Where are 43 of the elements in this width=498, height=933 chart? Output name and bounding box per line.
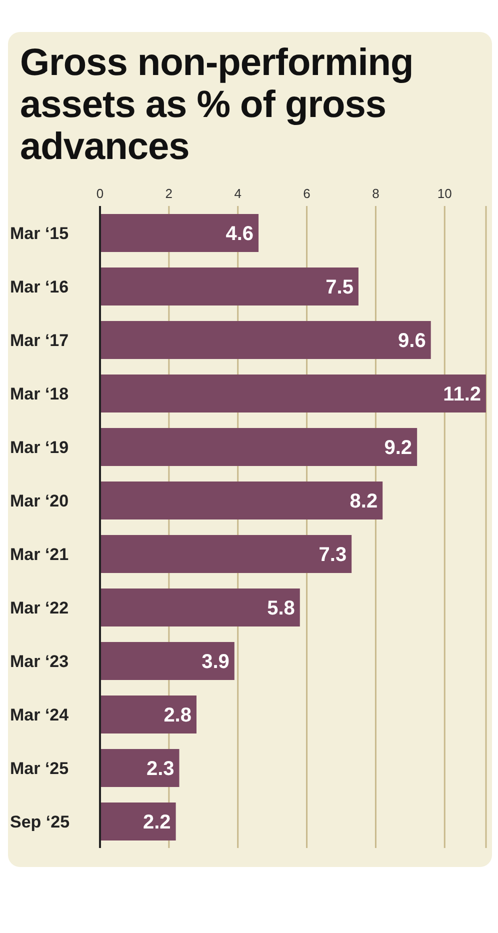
data-label: 2.8: [164, 704, 192, 727]
data-label: 3.9: [202, 651, 230, 674]
bar: [100, 428, 418, 466]
bar: [100, 321, 431, 359]
chart-title: Gross non-performing assets as % of gross advances: [19, 41, 414, 168]
data-label: 7.3: [318, 544, 347, 566]
data-label: 8.2: [350, 490, 378, 513]
bar: [100, 749, 180, 787]
x-tick-label: 6: [303, 186, 310, 201]
y-tick-label: Mar ‘18: [10, 384, 69, 404]
y-tick-label: Mar ‘16: [10, 277, 69, 296]
data-label: 5.8: [267, 598, 295, 620]
y-tick-label: Mar ‘22: [10, 598, 69, 618]
y-tick-label: Mar ‘15: [10, 224, 69, 243]
x-tick-label: 4: [234, 186, 242, 201]
data-label: 7.5: [326, 276, 354, 299]
bar: [100, 802, 176, 840]
x-tick-label: 0: [96, 186, 104, 201]
y-tick-label: Mar ‘17: [10, 330, 69, 350]
x-tick-label: 8: [372, 186, 380, 201]
bar: [100, 696, 196, 734]
data-label: 9.2: [384, 437, 412, 460]
bar: [100, 535, 352, 573]
y-tick-label: Mar ‘21: [10, 544, 69, 564]
x-tick-label: 2: [165, 186, 173, 201]
bar: [100, 268, 358, 306]
y-tick-label: Mar ‘25: [10, 758, 69, 778]
y-tick-label: Mar ‘19: [10, 438, 69, 457]
y-tick-label: Mar ‘23: [10, 652, 69, 671]
bar: [100, 588, 300, 626]
data-label: 2.2: [143, 812, 171, 834]
bar: [100, 482, 383, 520]
bar: [100, 642, 234, 680]
data-label: 2.3: [146, 758, 174, 780]
data-label: 11.2: [443, 384, 481, 406]
data-label: 9.6: [398, 330, 426, 352]
bar: [100, 214, 259, 252]
bar: [100, 374, 486, 412]
y-tick-label: Mar ‘24: [10, 705, 70, 724]
y-tick-label: Sep ‘25: [10, 812, 70, 832]
data-label: 4.6: [226, 223, 254, 246]
y-tick-label: Mar ‘20: [10, 491, 69, 510]
x-tick-label: 10: [437, 186, 452, 201]
